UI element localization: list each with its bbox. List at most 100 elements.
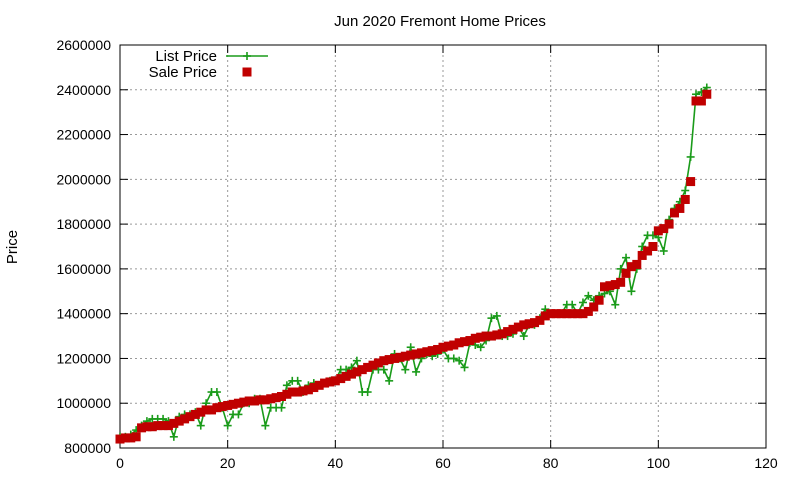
x-tick-label: 120: [754, 455, 778, 471]
list-price-point: [212, 388, 221, 397]
sale-price-point: [271, 393, 281, 403]
sale-price-point: [379, 356, 389, 366]
list-price-point: [455, 356, 464, 365]
sale-price-point: [589, 302, 599, 312]
list-price-point: [234, 410, 243, 419]
legend: List Price Sale Price: [149, 48, 268, 81]
sale-price-point: [120, 433, 130, 443]
sale-price-point: [648, 242, 658, 251]
y-tick-label: 2000000: [56, 171, 111, 187]
sale-price-point: [277, 392, 286, 402]
sale-price-point: [260, 395, 270, 405]
list-price-point: [659, 246, 668, 255]
sale-price-point: [691, 96, 701, 106]
sale-price-point: [664, 219, 674, 229]
axes: 800000 1000000 1200000 1400000 1600000 180000…: [56, 37, 777, 471]
sale-price-point: [406, 350, 416, 360]
sale-price-point: [449, 340, 459, 350]
sale-price-point: [282, 389, 292, 399]
sale-price-point: [637, 250, 647, 260]
list-price-point: [352, 356, 361, 365]
sale-price-point: [567, 309, 577, 319]
sale-price-point: [325, 377, 335, 387]
sale-price-point: [400, 351, 410, 361]
sale-price-point: [174, 416, 184, 426]
sale-price-point: [416, 348, 426, 358]
sale-price-point: [605, 281, 615, 291]
sale-price-point: [201, 405, 211, 415]
sale-price-point: [486, 331, 496, 341]
sale-price-point: [196, 407, 206, 417]
sale-price-point: [583, 306, 593, 316]
y-tick-label: 1000000: [56, 395, 111, 411]
series-sale-price: [115, 89, 712, 444]
list-price-point: [379, 365, 388, 374]
sale-price-point: [535, 315, 545, 325]
sale-price-point: [373, 358, 383, 368]
list-price-point: [449, 354, 458, 363]
sale-price-point: [702, 89, 712, 99]
sale-price-point: [142, 422, 152, 432]
sale-price-point: [147, 422, 157, 432]
y-tick-label: 800000: [64, 440, 111, 456]
legend-marker-sale-price: [242, 67, 252, 77]
sale-price-point: [540, 311, 550, 321]
legend-marker-list-price: [226, 52, 268, 60]
sale-price-point: [492, 330, 502, 340]
sale-price-point: [594, 295, 604, 305]
sale-price-point: [346, 369, 356, 379]
list-price-point: [293, 376, 302, 385]
sale-price-point: [513, 322, 523, 332]
sale-price-point: [185, 412, 195, 422]
sale-price-point: [481, 331, 491, 341]
sale-price-point: [643, 246, 653, 256]
list-price-point: [169, 432, 178, 441]
sale-price-point: [675, 203, 685, 213]
sale-price-point: [190, 409, 200, 419]
sale-price-point: [659, 224, 669, 234]
list-price-point: [282, 381, 291, 390]
sale-price-point: [131, 432, 141, 442]
sale-price-point: [476, 332, 486, 342]
sale-price-point: [255, 395, 265, 405]
list-price-point: [223, 421, 232, 430]
sale-price-point: [411, 349, 421, 359]
sale-price-point: [298, 386, 308, 396]
legend-label-list-price: List Price: [155, 48, 217, 65]
sale-price-point: [621, 268, 631, 278]
sale-price-point: [212, 403, 222, 413]
chart-title: Jun 2020 Fremont Home Prices: [334, 13, 546, 30]
sale-price-point: [503, 327, 513, 337]
sale-price-point: [600, 282, 609, 292]
list-price-point: [401, 365, 410, 374]
sale-price-point: [293, 387, 303, 397]
sale-price-point: [309, 383, 319, 393]
x-tick-label: 80: [543, 455, 559, 471]
legend-sale-square: [242, 67, 252, 77]
list-price-point: [681, 186, 690, 195]
sale-price-point: [524, 319, 534, 329]
sale-price-point: [303, 385, 313, 395]
sale-price-point: [427, 346, 437, 356]
sale-price-point: [330, 376, 340, 386]
sale-price-point: [556, 309, 566, 319]
sale-price-point: [616, 277, 626, 287]
sale-price-point: [686, 177, 696, 187]
list-price-point: [277, 403, 286, 412]
list-price-point: [406, 343, 415, 352]
sale-price-point: [519, 320, 529, 330]
sale-price-point: [357, 365, 367, 375]
sale-price-point: [470, 333, 480, 343]
list-price-point: [622, 253, 631, 262]
sale-price-point: [578, 309, 588, 319]
sale-price-point: [336, 374, 346, 384]
sale-price-point: [680, 194, 690, 204]
x-tick-label: 100: [647, 455, 671, 471]
list-price-point: [196, 421, 205, 430]
sale-price-point: [266, 394, 276, 404]
list-price-point: [363, 388, 372, 397]
legend-label-sale-price: Sale Price: [149, 64, 217, 81]
sale-price-point: [158, 421, 168, 431]
sale-price-point: [320, 378, 330, 388]
